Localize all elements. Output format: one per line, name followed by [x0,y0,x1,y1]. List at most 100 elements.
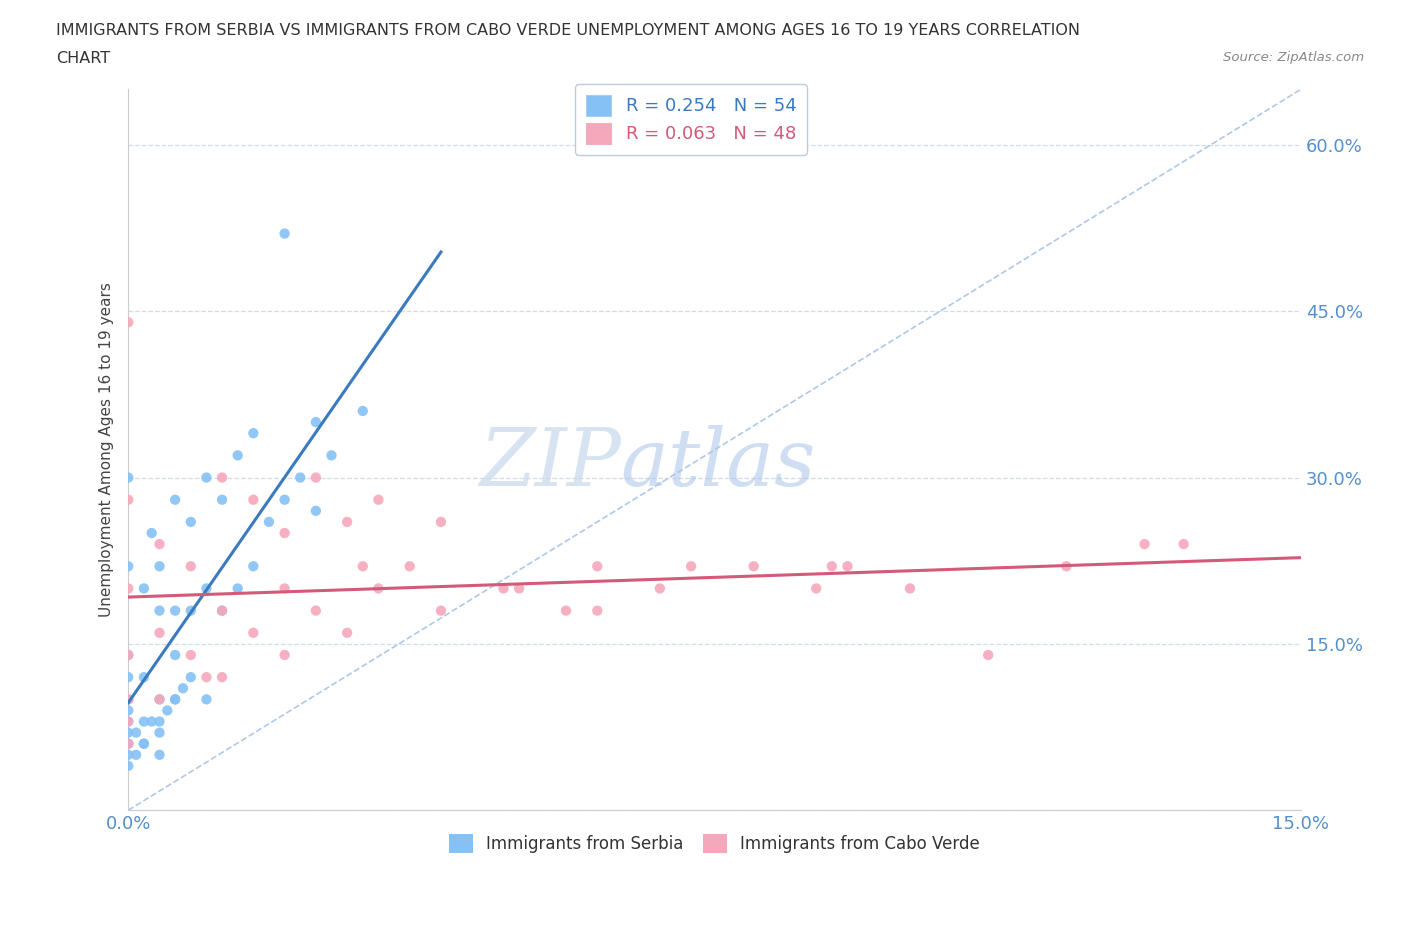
Point [648,581,671,596]
Point [117,725,139,740]
Point [165,692,187,707]
Point [898,581,921,596]
Point [117,315,139,330]
Point [742,559,765,574]
Point [430,514,453,529]
Point [180,670,202,684]
Point [165,604,187,618]
Point [806,581,828,596]
Point [148,692,170,707]
Point [117,559,139,574]
Point [242,625,264,640]
Point [242,559,264,574]
Point [117,647,139,662]
Point [132,670,155,684]
Point [117,759,139,774]
Point [117,703,139,718]
Point [305,503,328,518]
Point [305,415,328,430]
Point [180,647,202,662]
Point [117,737,139,751]
Point [117,647,139,662]
Point [148,537,170,551]
Point [977,647,1000,662]
Text: atlas: atlas [621,426,815,503]
Point [211,492,233,507]
Point [165,647,187,662]
Point [430,604,453,618]
Point [125,748,148,763]
Point [586,604,609,618]
Point [211,670,233,684]
Point [117,492,139,507]
Point [211,604,233,618]
Point [165,692,187,707]
Point [117,692,139,707]
Point [125,725,148,740]
Point [180,559,202,574]
Point [226,448,249,463]
Point [148,604,170,618]
Point [132,737,155,751]
Text: IMMIGRANTS FROM SERBIA VS IMMIGRANTS FROM CABO VERDE UNEMPLOYMENT AMONG AGES 16 : IMMIGRANTS FROM SERBIA VS IMMIGRANTS FRO… [56,23,1080,38]
Point [821,559,844,574]
Point [180,604,202,618]
Point [492,581,515,596]
Point [132,714,155,729]
Point [336,514,359,529]
Point [172,681,194,696]
Point [148,559,170,574]
Point [117,581,139,596]
Point [1133,537,1156,551]
Point [273,647,295,662]
Point [195,581,218,596]
Point [226,581,249,596]
Point [352,559,374,574]
Point [117,470,139,485]
Text: Source: ZipAtlas.com: Source: ZipAtlas.com [1223,51,1364,64]
Point [117,737,139,751]
Point [586,559,609,574]
Point [195,670,218,684]
Point [290,470,312,485]
Point [148,748,170,763]
Legend: Immigrants from Serbia, Immigrants from Cabo Verde: Immigrants from Serbia, Immigrants from … [443,827,987,859]
Point [156,703,179,718]
Point [117,670,139,684]
Point [211,470,233,485]
Y-axis label: Unemployment Among Ages 16 to 19 years: Unemployment Among Ages 16 to 19 years [100,283,114,618]
Point [148,692,170,707]
Point [508,581,530,596]
Point [141,714,163,729]
Text: ZIP: ZIP [479,426,621,503]
Point [132,581,155,596]
Point [148,714,170,729]
Point [132,737,155,751]
Point [336,625,359,640]
Point [1173,537,1195,551]
Point [352,404,374,418]
Point [837,559,859,574]
Point [681,559,703,574]
Point [273,226,295,241]
Point [180,514,202,529]
Point [367,492,389,507]
Text: CHART: CHART [56,51,110,66]
Point [321,448,343,463]
Point [148,725,170,740]
Point [367,581,389,596]
Point [555,604,578,618]
Point [273,581,295,596]
Point [195,692,218,707]
Point [117,714,139,729]
Point [117,714,139,729]
Point [117,737,139,751]
Point [117,692,139,707]
Point [398,559,420,574]
Point [165,492,187,507]
Point [148,625,170,640]
Point [273,492,295,507]
Point [141,525,163,540]
Point [273,525,295,540]
Point [242,426,264,441]
